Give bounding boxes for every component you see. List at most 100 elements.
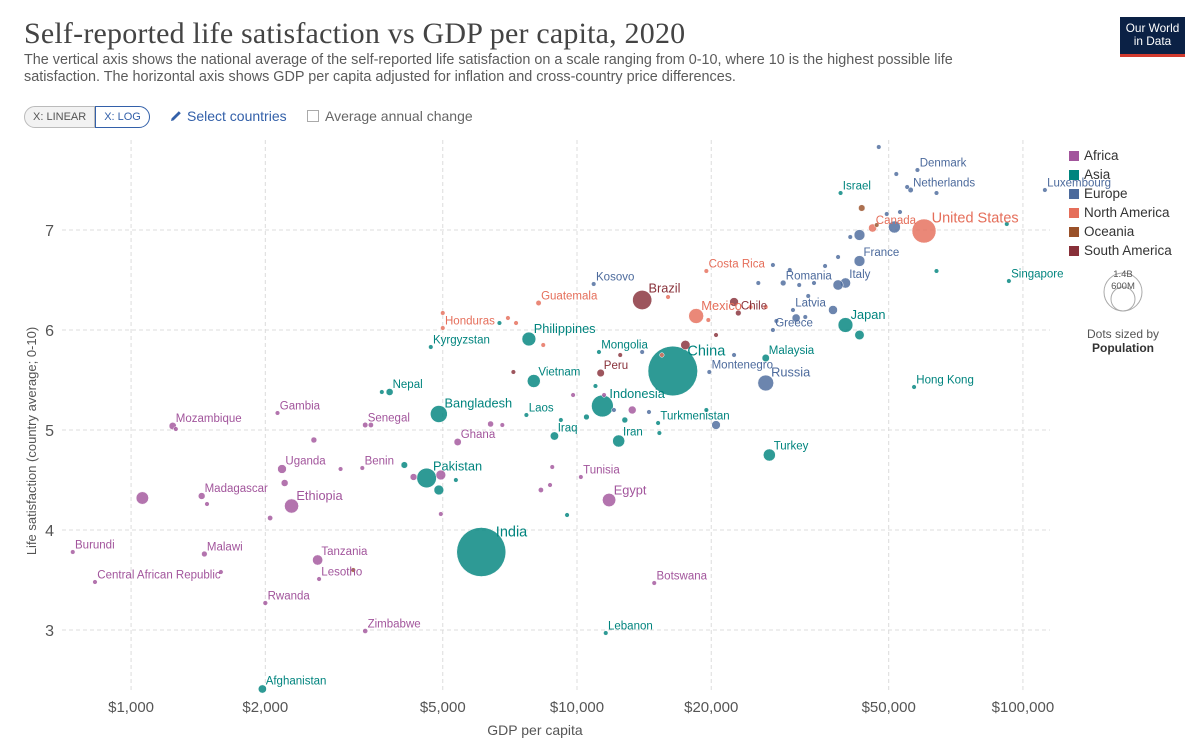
dot-kosovo[interactable] xyxy=(591,281,597,287)
dot-unlabeled[interactable] xyxy=(847,234,853,240)
x-linear-button[interactable]: X: LINEAR xyxy=(24,106,96,128)
dot-unlabeled[interactable] xyxy=(703,407,709,413)
dot-unlabeled[interactable] xyxy=(787,267,793,273)
dot-unlabeled[interactable] xyxy=(763,304,769,310)
dot-unlabeled[interactable] xyxy=(731,352,737,358)
dot-unlabeled[interactable] xyxy=(854,330,865,340)
dot-unlabeled[interactable] xyxy=(832,279,844,291)
dot-benin[interactable] xyxy=(359,465,365,471)
dot-afghanistan[interactable] xyxy=(258,684,267,694)
dot-unlabeled[interactable] xyxy=(874,222,880,228)
dot-unlabeled[interactable] xyxy=(791,313,801,323)
dot-unlabeled[interactable] xyxy=(558,417,564,423)
dot-montenegro[interactable] xyxy=(706,369,712,375)
dot-unlabeled[interactable] xyxy=(888,220,901,234)
dot-netherlands[interactable] xyxy=(907,187,914,193)
dot-unlabeled[interactable] xyxy=(435,469,446,481)
dot-unlabeled[interactable] xyxy=(496,320,502,326)
dot-unlabeled[interactable] xyxy=(639,349,645,355)
legend-item-oceania[interactable]: Oceania xyxy=(1069,222,1172,241)
dot-unlabeled[interactable] xyxy=(893,171,899,177)
average-change-checkbox[interactable] xyxy=(307,110,319,122)
dot-unlabeled[interactable] xyxy=(135,491,149,505)
dot-unlabeled[interactable] xyxy=(659,352,665,358)
dot-unlabeled[interactable] xyxy=(601,392,607,398)
dot-unlabeled[interactable] xyxy=(617,352,623,358)
dot-unlabeled[interactable] xyxy=(547,482,553,488)
dot-unlabeled[interactable] xyxy=(338,466,344,472)
dot-vietnam[interactable] xyxy=(527,374,541,388)
dot-guatemala[interactable] xyxy=(535,300,542,306)
dot-unlabeled[interactable] xyxy=(853,229,866,241)
dot-unlabeled[interactable] xyxy=(713,332,719,338)
legend-item-south-america[interactable]: South America xyxy=(1069,241,1172,260)
dot-senegal[interactable] xyxy=(362,422,369,428)
dot-singapore[interactable] xyxy=(1006,278,1012,284)
dot-unlabeled[interactable] xyxy=(310,436,318,444)
dot-malaysia[interactable] xyxy=(761,354,770,362)
dot-unlabeled[interactable] xyxy=(646,409,652,415)
dot-denmark[interactable] xyxy=(914,167,920,173)
dot-unlabeled[interactable] xyxy=(1004,221,1010,227)
dot-ghana[interactable] xyxy=(453,438,462,446)
dot-unlabeled[interactable] xyxy=(796,282,802,288)
dot-unlabeled[interactable] xyxy=(433,484,444,496)
dot-unlabeled[interactable] xyxy=(438,511,444,517)
dot-unlabeled[interactable] xyxy=(933,268,940,274)
dot-unlabeled[interactable] xyxy=(770,262,776,268)
dot-unlabeled[interactable] xyxy=(904,184,910,190)
dot-israel[interactable] xyxy=(838,190,844,196)
dot-unlabeled[interactable] xyxy=(204,501,210,507)
dot-japan[interactable] xyxy=(837,317,854,333)
dot-unlabeled[interactable] xyxy=(564,512,570,518)
dot-unlabeled[interactable] xyxy=(583,413,590,421)
legend-item-asia[interactable]: Asia xyxy=(1069,165,1172,184)
dot-china[interactable] xyxy=(647,345,698,397)
average-change-toggle[interactable]: Average annual change xyxy=(307,108,473,124)
dot-romania[interactable] xyxy=(780,279,787,287)
dot-india[interactable] xyxy=(456,527,507,577)
dot-unlabeled[interactable] xyxy=(729,297,739,307)
dot-unlabeled[interactable] xyxy=(267,515,273,521)
dot-honduras[interactable] xyxy=(440,325,446,331)
dot-greece[interactable] xyxy=(770,327,776,333)
dot-unlabeled[interactable] xyxy=(802,314,808,320)
dot-ethiopia[interactable] xyxy=(284,498,299,514)
x-log-button[interactable]: X: LOG xyxy=(95,106,150,128)
dot-zimbabwe[interactable] xyxy=(362,628,369,634)
dot-turkey[interactable] xyxy=(763,448,776,462)
dot-unlabeled[interactable] xyxy=(884,211,890,217)
dot-luxembourg[interactable] xyxy=(1042,187,1048,193)
dot-brazil[interactable] xyxy=(632,290,653,310)
dot-unlabeled[interactable] xyxy=(510,369,516,375)
dot-unlabeled[interactable] xyxy=(897,209,903,215)
dot-madagascar[interactable] xyxy=(198,492,206,500)
dot-nepal[interactable] xyxy=(385,388,394,396)
dot-unlabeled[interactable] xyxy=(805,293,811,299)
dot-turkmenistan[interactable] xyxy=(655,420,661,426)
dot-unlabeled[interactable] xyxy=(811,280,817,286)
dot-unlabeled[interactable] xyxy=(665,294,671,300)
dot-unlabeled[interactable] xyxy=(570,392,576,398)
dot-tunisia[interactable] xyxy=(578,474,584,480)
dot-unlabeled[interactable] xyxy=(549,464,555,470)
dot-unlabeled[interactable] xyxy=(680,340,691,350)
dot-unlabeled[interactable] xyxy=(368,422,374,428)
dot-france[interactable] xyxy=(853,255,866,267)
dot-unlabeled[interactable] xyxy=(379,389,385,395)
legend-item-europe[interactable]: Europe xyxy=(1069,184,1172,203)
dot-costa-rica[interactable] xyxy=(703,268,709,274)
dot-unlabeled[interactable] xyxy=(505,315,511,321)
dot-unlabeled[interactable] xyxy=(858,204,866,212)
dot-peru[interactable] xyxy=(596,368,605,378)
dot-unlabeled[interactable] xyxy=(409,473,418,481)
dot-unlabeled[interactable] xyxy=(173,426,179,432)
dot-unlabeled[interactable] xyxy=(876,144,882,150)
dot-mexico[interactable] xyxy=(688,308,704,324)
dot-iraq[interactable] xyxy=(550,431,559,441)
dot-unlabeled[interactable] xyxy=(705,317,711,323)
dot-uganda[interactable] xyxy=(277,464,287,474)
dot-unlabeled[interactable] xyxy=(513,320,519,326)
select-countries-button[interactable]: Select countries xyxy=(169,108,287,124)
dot-unlabeled[interactable] xyxy=(499,422,505,428)
